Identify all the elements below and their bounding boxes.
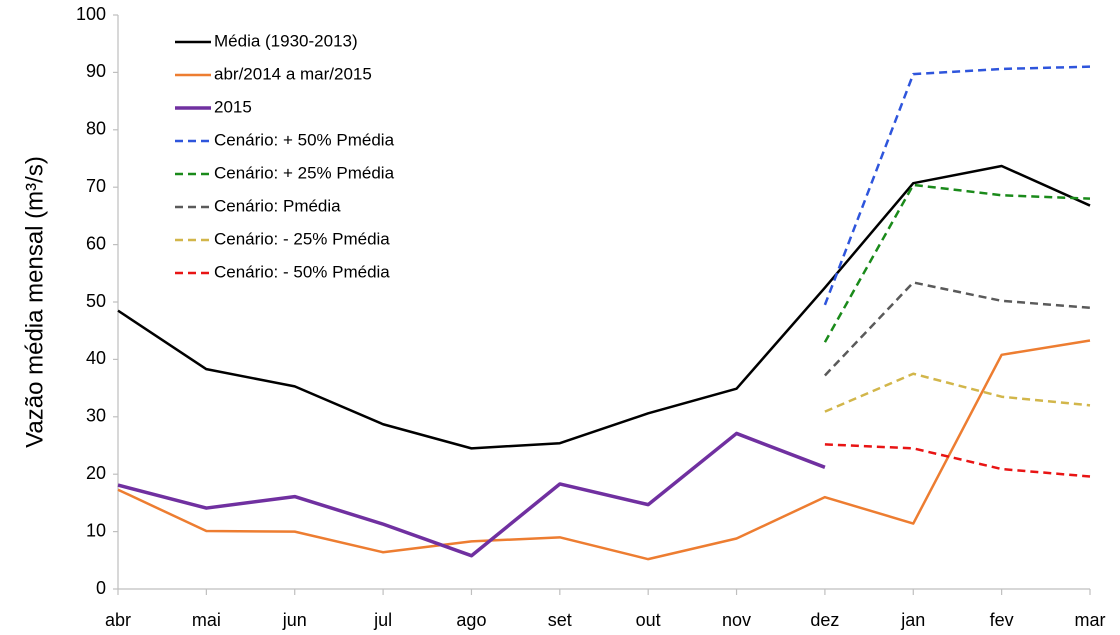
legend-label: Cenário: - 25% Pmédia: [214, 229, 390, 248]
series-line: [117, 339, 1091, 561]
legend-label: 2015: [214, 97, 252, 116]
x-tick-label: out: [636, 610, 661, 630]
series-line: [823, 183, 1091, 343]
series-line: [117, 164, 1091, 450]
legend-label: abr/2014 a mar/2015: [214, 64, 372, 83]
y-tick-label: 60: [86, 233, 106, 253]
series-line: [117, 431, 826, 558]
x-tick-label: dez: [810, 610, 839, 630]
y-tick-label: 10: [86, 520, 106, 540]
legend-label: Cenário: Pmédia: [214, 196, 341, 215]
x-tick-label: mai: [192, 610, 221, 630]
y-tick-label: 70: [86, 176, 106, 196]
series-line: [824, 281, 1091, 377]
x-tick-label: ago: [456, 610, 486, 630]
x-tick-label: jan: [900, 610, 925, 630]
legend-label: Cenário: + 25% Pmédia: [214, 163, 395, 182]
legend-label: Cenário: - 50% Pmédia: [214, 262, 390, 281]
y-tick-label: 20: [86, 463, 106, 483]
y-tick-label: 40: [86, 348, 106, 368]
x-tick-label: jun: [282, 610, 307, 630]
x-tick-label: abr: [105, 610, 131, 630]
x-tick-label: fev: [990, 610, 1014, 630]
y-tick-label: 100: [76, 4, 106, 24]
y-axis-label: Vazão média mensal (m³/s): [21, 156, 48, 448]
series-line: [823, 65, 1091, 306]
y-tick-label: 0: [96, 578, 106, 598]
y-tick-label: 30: [86, 406, 106, 426]
x-tick-label: set: [548, 610, 572, 630]
x-tick-label: nov: [722, 610, 751, 630]
x-tick-label: mar: [1075, 610, 1106, 630]
y-tick-label: 80: [86, 119, 106, 139]
series-line: [824, 372, 1091, 413]
y-tick-label: 90: [86, 61, 106, 81]
series-line: [824, 443, 1091, 478]
legend-label: Cenário: + 50% Pmédia: [214, 130, 395, 149]
x-tick-label: jul: [373, 610, 392, 630]
y-tick-label: 50: [86, 291, 106, 311]
legend-label: Média (1930-2013): [214, 31, 358, 50]
